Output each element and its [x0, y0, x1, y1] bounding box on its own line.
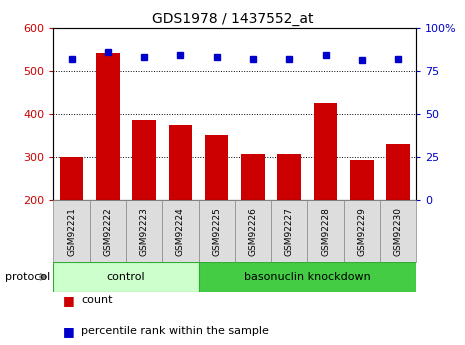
Bar: [386, 144, 410, 200]
Text: GSM92226: GSM92226: [248, 207, 258, 256]
Text: GSM92223: GSM92223: [140, 207, 149, 256]
Text: basonuclin knockdown: basonuclin knockdown: [244, 272, 371, 282]
Bar: [271, 200, 307, 262]
Bar: [60, 157, 83, 200]
Text: GSM92228: GSM92228: [321, 207, 330, 256]
Text: GSM92221: GSM92221: [67, 207, 76, 256]
Bar: [205, 136, 228, 200]
Text: protocol: protocol: [5, 272, 50, 282]
Bar: [235, 200, 271, 262]
Text: GSM92230: GSM92230: [393, 207, 403, 256]
Bar: [53, 262, 199, 292]
Text: GSM92229: GSM92229: [357, 207, 366, 256]
Bar: [307, 200, 344, 262]
Bar: [241, 154, 265, 200]
Bar: [96, 53, 120, 200]
Bar: [169, 125, 192, 200]
Bar: [314, 103, 337, 200]
Bar: [278, 154, 301, 200]
Bar: [126, 200, 162, 262]
Text: GSM92225: GSM92225: [212, 207, 221, 256]
Text: control: control: [106, 272, 146, 282]
Bar: [199, 262, 416, 292]
Text: ■: ■: [63, 294, 74, 307]
Text: GDS1978 / 1437552_at: GDS1978 / 1437552_at: [152, 12, 313, 26]
Text: GSM92222: GSM92222: [103, 207, 113, 256]
Bar: [53, 200, 90, 262]
Bar: [344, 200, 380, 262]
Text: GSM92224: GSM92224: [176, 207, 185, 256]
Text: percentile rank within the sample: percentile rank within the sample: [81, 326, 269, 336]
Text: count: count: [81, 295, 113, 305]
Bar: [162, 200, 199, 262]
Bar: [380, 200, 416, 262]
Text: GSM92227: GSM92227: [285, 207, 294, 256]
Bar: [199, 200, 235, 262]
Bar: [350, 160, 373, 200]
Text: ■: ■: [63, 325, 74, 338]
Bar: [133, 120, 156, 200]
Bar: [90, 200, 126, 262]
